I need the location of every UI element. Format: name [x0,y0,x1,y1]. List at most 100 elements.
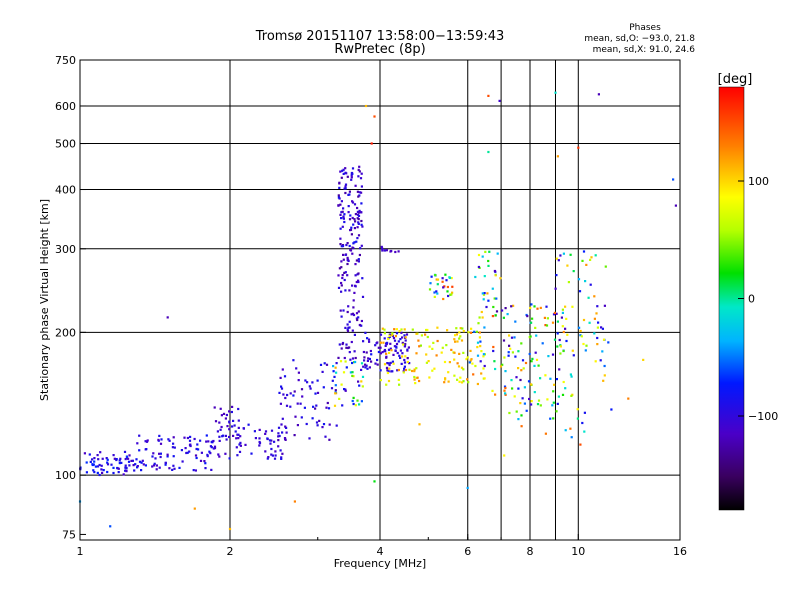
data-point [400,328,403,331]
data-point [247,423,250,426]
data-point [388,367,391,370]
data-point [355,240,358,243]
data-point [236,433,239,436]
data-point [360,380,363,383]
data-point [270,447,273,451]
data-point [361,375,365,378]
data-point [92,463,95,466]
data-point [479,340,482,343]
data-point [354,404,357,407]
data-point [348,244,351,248]
data-point [343,271,346,274]
data-point [350,313,353,316]
data-point [554,91,557,94]
data-point [435,354,438,357]
data-point [138,460,142,463]
data-point [553,311,556,314]
data-point [299,402,302,405]
data-point [312,405,315,408]
data-point [131,459,134,462]
data-point [495,297,498,300]
data-point [414,382,417,385]
data-point [436,283,439,286]
data-point [492,345,495,349]
data-point [352,375,355,378]
data-point [266,457,269,460]
data-point [483,364,486,368]
data-point [530,400,533,403]
data-point [96,465,100,468]
data-point [346,310,349,314]
data-point [435,278,438,281]
data-point [341,245,345,248]
data-point [152,464,156,467]
data-point [397,340,400,343]
data-point [346,175,349,178]
data-point [172,442,175,445]
data-point [398,383,401,386]
data-point [465,358,468,361]
data-point [353,291,356,294]
data-point [134,463,137,466]
data-point [432,341,435,344]
data-point [451,291,454,294]
data-point [460,381,464,384]
data-point [478,331,481,334]
data-point [338,343,341,346]
data-point [603,374,606,377]
data-point [258,444,261,447]
data-point [124,469,127,472]
data-point [401,352,404,355]
data-point [339,227,342,230]
data-point [555,312,558,315]
data-point [501,309,504,312]
data-point [368,340,371,343]
data-point [250,452,253,455]
data-point [168,467,171,470]
data-point [530,321,533,324]
data-point [370,353,373,356]
data-point [415,332,418,335]
data-point [367,338,371,341]
data-point [96,454,99,457]
data-point [342,217,345,220]
data-point [387,379,391,383]
data-point [344,388,347,391]
data-point [487,94,490,97]
data-point [434,274,437,277]
data-point [349,249,353,252]
data-point [476,341,480,344]
x-tick-label: 8 [527,545,534,558]
data-point [394,349,397,352]
data-point [344,271,347,274]
data-point [199,439,202,442]
data-point [388,351,391,354]
data-point [364,104,368,108]
data-point [92,469,95,472]
data-point [357,234,361,237]
y-tick-label: 500 [55,138,76,151]
data-point [546,317,549,320]
data-point [364,366,367,369]
data-point [487,150,490,154]
data-point [362,350,365,354]
data-point [596,305,599,308]
data-point [482,298,485,301]
data-point [316,424,319,427]
data-point [334,366,337,369]
chart-subtitle: RwPretec (8p) [334,42,425,57]
data-point [545,324,549,327]
data-point [607,341,610,344]
data-point [321,426,324,429]
data-point [510,379,513,382]
data-point [271,454,274,457]
data-point [158,466,161,469]
data-point [400,362,403,365]
data-point [504,386,507,390]
data-point [352,306,355,309]
data-point [398,354,401,357]
data-point [590,256,593,259]
data-point [337,274,340,277]
data-point [351,167,355,170]
data-point [242,427,245,430]
